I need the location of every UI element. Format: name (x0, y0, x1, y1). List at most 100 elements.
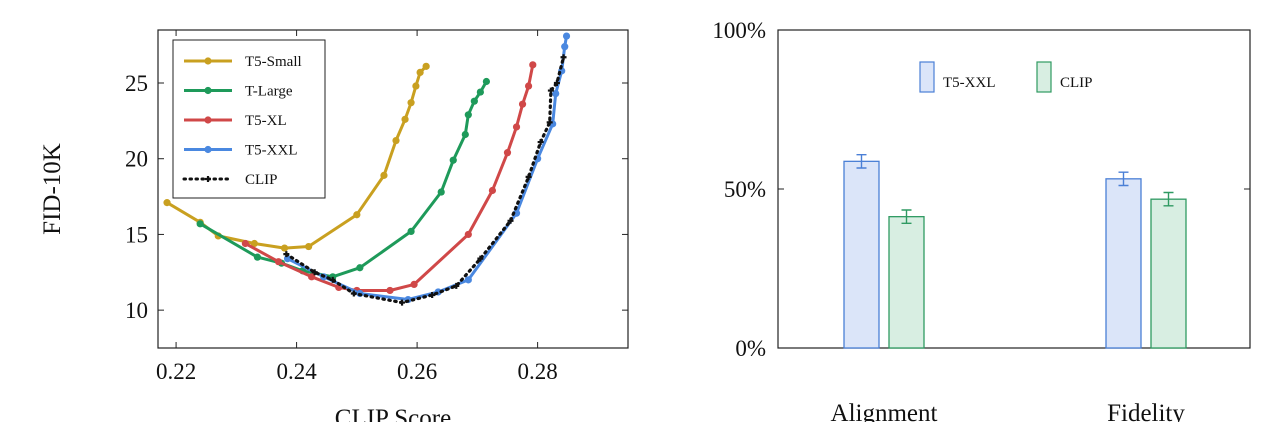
legend-marker (204, 145, 212, 154)
x-tick-label: 0.22 (156, 359, 196, 384)
legend-label-clip: CLIP (1060, 75, 1093, 91)
y-tick-label: 15 (125, 222, 148, 247)
data-point (488, 186, 497, 195)
y-tick-label: 10 (125, 298, 148, 323)
data-point (525, 173, 532, 180)
data-point (507, 217, 514, 224)
y-tick-label: 100% (712, 18, 766, 43)
legend-label-t5-xl: T5-XL (245, 113, 287, 129)
y-tick-label: 20 (125, 147, 148, 172)
line-legend: T5-Small T-Large T5-XL T5-XXL CLIP (172, 39, 326, 199)
legend-label-t5-small: T5-Small (245, 54, 302, 70)
data-point (437, 188, 445, 196)
series-t5-xl (241, 61, 537, 295)
x-axis-label: CLIP Score (335, 405, 451, 422)
bar-legend: T5-XXL CLIP (919, 61, 1093, 93)
legend-label-t-large: T-Large (245, 84, 293, 100)
data-point (356, 264, 364, 272)
data-point (274, 258, 283, 266)
data-point (464, 111, 472, 119)
bar-chart: 0% 50% 100% Alignment Fidelity T5-XXL CLIP (712, 18, 1251, 422)
x-category-label: Fidelity (1107, 400, 1185, 422)
data-point (470, 97, 478, 105)
data-point (553, 80, 560, 86)
data-point (552, 90, 560, 98)
data-point (305, 242, 313, 251)
legend-label-clip: CLIP (245, 172, 278, 188)
data-point (562, 32, 571, 40)
data-point (537, 139, 544, 146)
x-tick-label: 0.28 (517, 359, 557, 384)
data-point (476, 88, 484, 96)
data-point (429, 292, 436, 298)
error-bar (1118, 171, 1129, 187)
data-point (561, 43, 569, 51)
x-category-label: Alignment (831, 400, 938, 422)
legend-label-t5-xxl: T5-XXL (245, 143, 298, 159)
data-point (311, 269, 318, 276)
data-point (163, 199, 171, 207)
legend-marker (205, 176, 211, 182)
series-clip (283, 54, 567, 306)
legend-marker (204, 116, 212, 124)
data-point (241, 239, 249, 248)
data-point (350, 290, 357, 297)
data-point (464, 230, 472, 239)
error-bar (901, 209, 912, 225)
data-point (196, 220, 204, 228)
data-point (529, 61, 537, 69)
data-point (410, 280, 418, 288)
data-point (512, 123, 521, 131)
legend-swatch-clip (1036, 61, 1052, 93)
error-bar (856, 153, 867, 169)
data-point (280, 244, 289, 252)
data-point (547, 87, 554, 94)
data-point (560, 54, 567, 61)
y-tick-label: 0% (735, 336, 766, 361)
data-point (386, 286, 394, 295)
data-point (392, 136, 400, 145)
x-tick-label: 0.24 (276, 359, 317, 384)
data-point (453, 282, 460, 289)
data-point (329, 276, 336, 283)
data-point (464, 276, 472, 284)
series-line-t5-xl (243, 63, 535, 292)
data-point (503, 149, 512, 157)
series-line-clip (284, 55, 566, 305)
legend-swatch-t5-xxl (919, 61, 935, 93)
data-point (422, 62, 430, 70)
data-point (461, 130, 469, 139)
data-point (380, 171, 388, 179)
legend-marker (204, 57, 212, 65)
series-line-t5-xxl (286, 34, 568, 301)
bar-clip (888, 216, 925, 349)
data-point (412, 82, 420, 90)
data-point (407, 99, 415, 107)
legend-label-t5-xxl: T5-XXL (943, 75, 996, 91)
bar-t5-xxl (1105, 178, 1142, 349)
data-point (482, 77, 490, 86)
data-point (399, 299, 406, 306)
data-point (524, 82, 533, 90)
data-point (283, 251, 290, 258)
data-point (250, 239, 259, 248)
error-bar (1163, 191, 1174, 207)
data-point (401, 115, 409, 123)
x-tick-label: 0.26 (397, 359, 437, 384)
data-point (308, 273, 316, 281)
series-t5-xxl (283, 32, 571, 304)
legend-marker (204, 86, 212, 95)
data-point (449, 156, 457, 164)
data-point (546, 119, 553, 126)
data-point (353, 211, 361, 219)
line-plot-frame (157, 29, 629, 349)
bar-t5-xxl (843, 160, 880, 349)
y-tick-label: 25 (125, 71, 148, 96)
data-point (416, 68, 424, 76)
bar-clip (1150, 198, 1187, 349)
data-point (512, 209, 521, 217)
line-chart: 0.22 0.24 0.26 0.28 10 15 20 25 FID-10K CLIP Sc… (39, 29, 629, 422)
y-axis-label: FID-10K (39, 143, 66, 235)
data-point (518, 100, 527, 108)
